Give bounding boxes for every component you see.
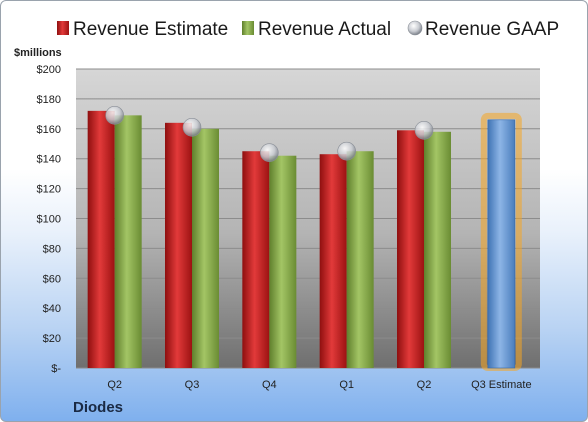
- chart-legend: Revenue Estimate Revenue Actual Revenue GA…: [57, 19, 559, 40]
- point-revenue-gaap: [414, 120, 434, 140]
- x-tick-label: Q2: [107, 379, 122, 391]
- bar-revenue-estimate: [397, 130, 424, 368]
- point-revenue-gaap: [105, 106, 124, 125]
- x-tick-label: Q2: [417, 379, 432, 391]
- bar-revenue-actual: [424, 131, 451, 368]
- bar-revenue-estimate: [165, 122, 192, 368]
- x-tick-label: Q3: [185, 379, 200, 391]
- x-tick-label: Q3 Estimate: [471, 379, 532, 391]
- company-name: Diodes: [73, 399, 123, 416]
- bar-revenue-actual: [192, 128, 219, 368]
- x-tick-label: Q4: [262, 379, 277, 391]
- bar-revenue-estimate: [319, 154, 347, 368]
- y-tick-label: $160: [37, 124, 61, 136]
- y-tick-label: $40: [43, 303, 61, 315]
- bar-revenue-actual: [269, 155, 297, 368]
- legend-label: Revenue Estimate: [73, 19, 228, 40]
- legend-swatch: [242, 21, 254, 35]
- legend-label: Revenue Actual: [258, 19, 391, 40]
- y-tick-label: $20: [43, 333, 61, 345]
- y-tick-label: $80: [43, 243, 61, 255]
- y-tick-label: $120: [37, 184, 61, 196]
- bar-revenue-actual: [346, 151, 374, 368]
- y-tick-label: $100: [37, 214, 61, 226]
- y-tick-label: $140: [37, 154, 61, 166]
- x-tick-label: Q1: [339, 379, 354, 391]
- bar-revenue-actual: [114, 115, 142, 368]
- unit-label: $millions: [14, 47, 62, 59]
- point-revenue-gaap: [260, 143, 279, 163]
- y-tick-label: $200: [37, 64, 61, 76]
- y-tick-label: $-: [51, 363, 61, 375]
- bar-q3-estimate: [487, 119, 516, 369]
- y-tick-label: $180: [37, 94, 61, 106]
- legend-label: Revenue GAAP: [425, 19, 559, 40]
- y-tick-label: $60: [43, 273, 61, 285]
- legend-swatch: [57, 21, 69, 35]
- legend-swatch: [407, 20, 423, 36]
- point-revenue-gaap: [182, 118, 202, 137]
- bar-revenue-estimate: [242, 151, 270, 368]
- point-revenue-gaap: [337, 141, 356, 161]
- bar-revenue-estimate: [87, 110, 115, 369]
